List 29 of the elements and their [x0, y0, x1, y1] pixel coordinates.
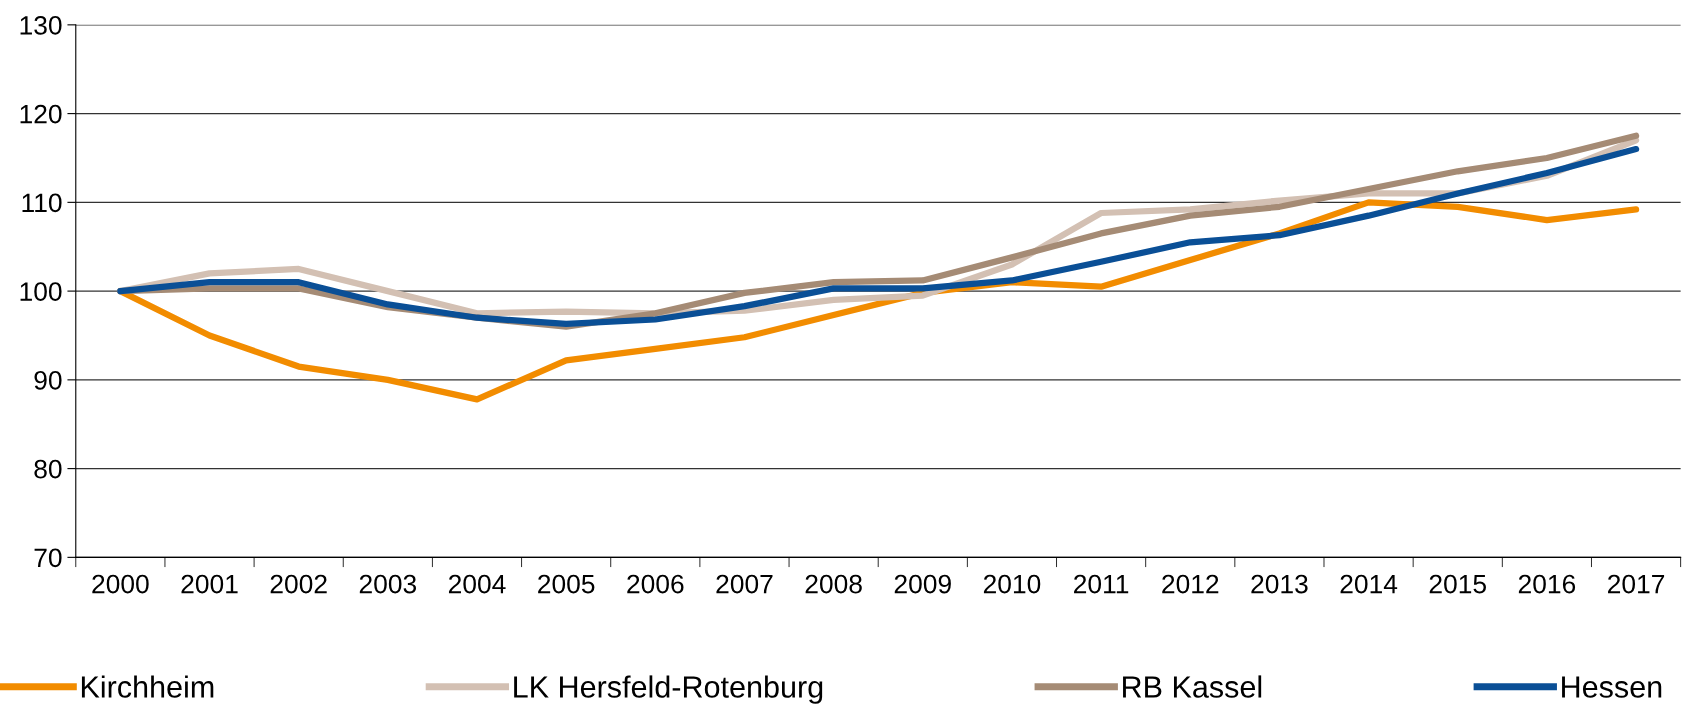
legend-label: RB Kassel: [1123, 675, 1262, 698]
x-tick-label: 2014: [1340, 574, 1398, 594]
x-tick-label: 2004: [448, 574, 506, 594]
x-tick-label: 2008: [805, 574, 862, 594]
x-tick-label: 2005: [538, 574, 595, 594]
y-tick-label: 100: [20, 282, 62, 301]
x-tick-label: 2016: [1518, 574, 1576, 594]
x-tick-label: 2002: [270, 574, 327, 594]
x-tick-label: 2012: [1162, 574, 1219, 594]
x-tick-label: 2007: [716, 574, 773, 594]
x-tick-label: 2000: [92, 574, 149, 594]
legend-label: Kirchheim: [81, 675, 214, 698]
x-tick-label: 2006: [627, 574, 684, 594]
y-tick-label: 130: [20, 15, 62, 35]
x-tick-label: 2013: [1251, 574, 1308, 594]
legend-label: LK Hersfeld-Rotenburg: [514, 675, 823, 704]
y-tick-label: 110: [22, 193, 62, 213]
y-tick-label: 90: [34, 370, 62, 390]
y-tick-label: 80: [34, 459, 62, 479]
x-tick-label: 2010: [983, 574, 1041, 594]
x-tick-label: 2017: [1608, 574, 1665, 594]
x-tick-label: 2009: [894, 574, 951, 594]
y-tick-label: 120: [20, 104, 62, 124]
y-tick-label: 70: [34, 548, 62, 568]
x-tick-label: 2011: [1074, 574, 1129, 594]
legend-label: Hessen: [1562, 676, 1662, 698]
x-tick-label: 2003: [359, 574, 417, 594]
x-tick-label: 2015: [1429, 574, 1486, 594]
x-tick-label: 2001: [181, 574, 238, 594]
